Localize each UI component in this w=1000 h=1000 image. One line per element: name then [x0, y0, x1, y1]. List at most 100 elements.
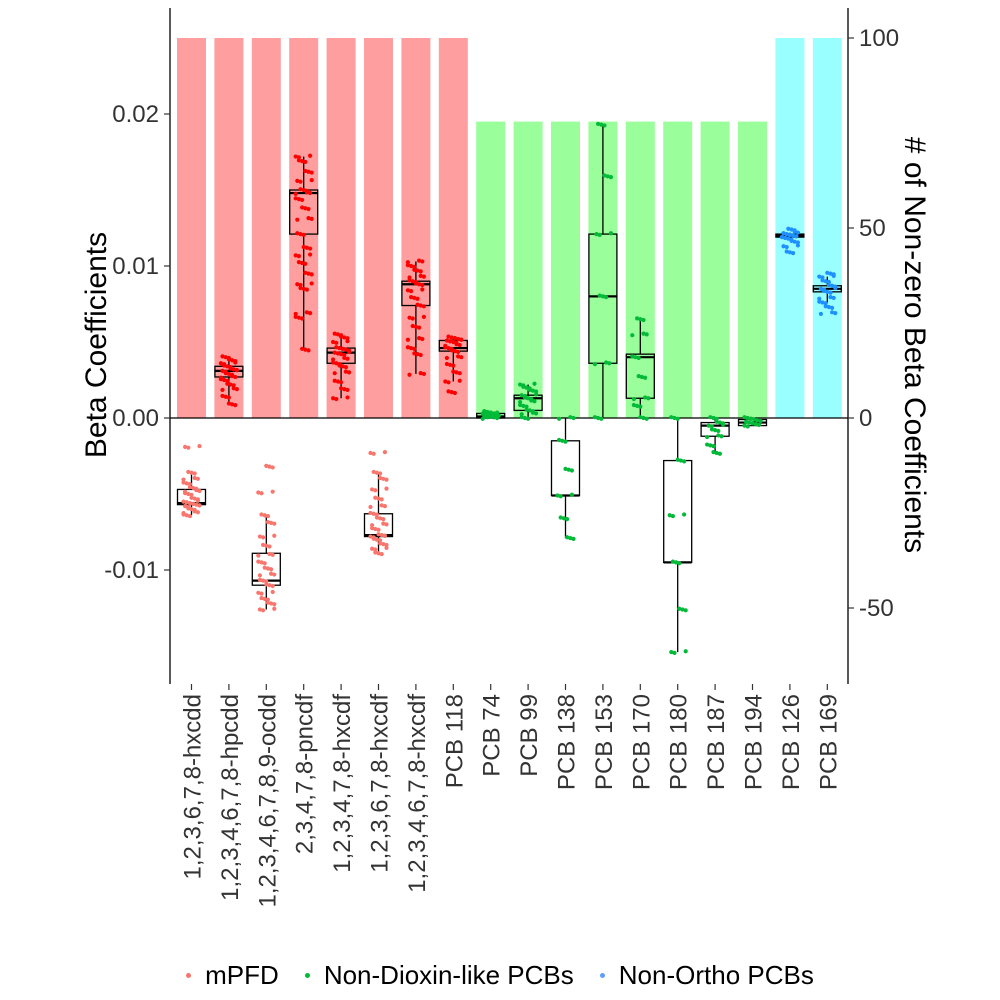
data-point-1-2-3-4-7-8-hxcdf [345, 356, 350, 361]
data-point-pcb-169 [823, 301, 828, 306]
data-point-pcb-126 [787, 250, 793, 255]
data-point-1-2-3-4-6-7-8-9-ocdd [265, 566, 270, 571]
data-point-1-2-3-4-6-7-8-hpcdd [220, 368, 225, 373]
data-point-1-2-3-6-7-8-hxcdd [181, 510, 186, 516]
data-point-1-2-3-6-7-8-hxcdf [374, 515, 379, 520]
data-point-1-2-3-6-7-8-hxcdf [376, 496, 381, 501]
data-point-1-2-3-4-6-7-8-hpcdd [225, 378, 230, 383]
x-tick-label-2-3-4-7-8-pncdf: 2,3,4,7,8-pncdf [292, 694, 319, 854]
data-point-pcb-187 [708, 443, 713, 448]
data-point-pcb-118 [452, 336, 457, 341]
data-point-1-2-3-6-7-8-hxcdf [381, 476, 386, 481]
data-point-1-2-3-6-7-8-hxcdd [194, 502, 199, 507]
data-point-pcb-194 [748, 416, 754, 421]
data-point-pcb-126 [787, 232, 793, 237]
data-point-1-2-3-6-7-8-hxcdf [381, 521, 386, 526]
data-point-2-3-4-7-8-pncdf [295, 231, 300, 236]
data-point-pcb-194 [750, 421, 755, 426]
data-point-1-2-3-4-6-7-8-hpcdd [233, 374, 238, 380]
data-point-1-2-3-4-7-8-hxcdf [345, 387, 350, 393]
data-point-1-2-3-4-6-7-8-hpcdd [230, 372, 235, 377]
data-point-1-2-3-6-7-8-hxcdf [384, 522, 389, 527]
legend-label-non-ortho-pcbs: Non-Ortho PCBs [618, 959, 814, 990]
nonzero-count-bars [177, 38, 842, 418]
data-point-pcb-138 [565, 535, 570, 540]
data-point-pcb-118 [443, 379, 448, 384]
left-tick-label: 0.02 [112, 101, 159, 128]
data-point-pcb-126 [779, 235, 785, 240]
data-point-1-2-3-6-7-8-hxcdf [379, 551, 384, 557]
data-point-1-2-3-4-7-8-hxcdf [335, 332, 340, 337]
data-point-pcb-99 [532, 381, 537, 386]
data-point-1-2-3-4-6-7-8-9-ocdd [272, 521, 277, 526]
data-point-pcb-126 [789, 237, 794, 242]
data-point-1-2-3-4-7-8-hxcdf [343, 347, 348, 352]
x-tick-label-1-2-3-4-6-7-8-9-ocdd: 1,2,3,4,6,7,8,9-ocdd [254, 694, 281, 908]
x-tick-label-pcb-74: PCB 74 [479, 694, 506, 777]
legend-dot-non-ortho-pcbs [599, 972, 605, 978]
data-point-1-2-3-4-6-7-8-9-ocdd [265, 597, 270, 602]
data-point-2-3-4-7-8-pncdf [301, 286, 306, 291]
data-point-1-2-3-4-7-8-hxcdf [339, 333, 344, 338]
data-point-pcb-99 [518, 399, 523, 405]
data-point-pcb-99 [532, 399, 537, 404]
data-point-2-3-4-7-8-pncdf [306, 169, 311, 174]
data-point-pcb-99 [522, 393, 528, 399]
count-bar-pcb-74 [476, 121, 506, 418]
data-point-1-2-3-6-7-8-hxcdd [191, 501, 196, 507]
data-point-pcb-74 [491, 411, 496, 416]
data-point-1-2-3-4-6-7-8-9-ocdd [269, 520, 274, 525]
data-point-1-2-3-4-6-7-8-hpcdd [218, 375, 223, 380]
data-point-pcb-194 [745, 415, 750, 421]
data-point-pcb-180 [682, 459, 687, 464]
data-point-pcb-180 [677, 561, 682, 566]
data-point-pcb-126 [789, 227, 794, 232]
data-point-1-2-3-6-7-8-hxcdd [186, 469, 191, 475]
data-point-1-2-3-4-6-7-8-hxcdf [409, 289, 414, 294]
data-point-pcb-126 [784, 244, 789, 250]
x-tick-label-1-2-3-4-7-8-hxcdf: 1,2,3,4,7,8-hxcdf [329, 694, 356, 873]
data-point-1-2-3-6-7-8-hxcdd [183, 504, 188, 509]
data-point-pcb-194 [744, 419, 749, 424]
data-point-pcb-153 [608, 231, 614, 236]
data-point-1-2-3-4-7-8-hxcdf [337, 345, 342, 351]
data-point-1-2-3-4-6-7-8-hxcdf [420, 259, 425, 264]
data-point-pcb-138 [566, 467, 571, 472]
data-point-1-2-3-4-6-7-8-hpcdd [231, 383, 236, 388]
data-point-1-2-3-4-6-7-8-hxcdf [413, 279, 418, 285]
data-point-pcb-153 [607, 361, 612, 366]
data-point-1-2-3-4-7-8-hxcdf [334, 361, 339, 366]
data-point-2-3-4-7-8-pncdf [304, 245, 309, 250]
data-point-pcb-169 [820, 278, 825, 283]
data-point-2-3-4-7-8-pncdf [296, 315, 301, 320]
data-point-1-2-3-6-7-8-hxcdd [186, 491, 191, 497]
count-bar-pcb-187 [700, 121, 730, 418]
data-point-1-2-3-4-6-7-8-hpcdd [222, 377, 227, 383]
data-point-1-2-3-6-7-8-hxcdf [378, 541, 383, 546]
count-bar-1-2-3-6-7-8-hxcdd [177, 38, 206, 418]
data-point-1-2-3-4-6-7-8-9-ocdd [265, 600, 270, 605]
data-point-1-2-3-4-7-8-hxcdf [347, 348, 352, 353]
data-point-pcb-153 [600, 294, 606, 299]
data-point-pcb-118 [446, 345, 451, 351]
data-point-1-2-3-6-7-8-hxcdf [382, 533, 387, 538]
data-point-1-2-3-4-6-7-8-hxcdf [418, 303, 423, 308]
data-point-1-2-3-4-6-7-8-hxcdf [420, 282, 425, 288]
data-point-2-3-4-7-8-pncdf [300, 205, 305, 210]
data-point-1-2-3-4-6-7-8-9-ocdd [267, 464, 272, 469]
data-point-pcb-138 [560, 438, 565, 443]
data-point-1-2-3-6-7-8-hxcdf [373, 495, 378, 500]
data-point-2-3-4-7-8-pncdf [308, 153, 313, 158]
data-point-2-3-4-7-8-pncdf [296, 260, 301, 265]
x-tick-label-pcb-180: PCB 180 [666, 694, 693, 790]
data-point-2-3-4-7-8-pncdf [306, 215, 311, 221]
data-point-pcb-180 [670, 513, 676, 519]
data-point-pcb-126 [795, 243, 801, 248]
data-point-pcb-194 [758, 418, 763, 424]
data-point-2-3-4-7-8-pncdf [293, 154, 298, 159]
data-point-pcb-99 [530, 388, 536, 393]
data-point-pcb-118 [448, 339, 453, 344]
data-point-pcb-187 [714, 419, 719, 424]
data-point-pcb-187 [708, 415, 713, 420]
data-point-1-2-3-4-6-7-8-9-ocdd [257, 607, 262, 612]
